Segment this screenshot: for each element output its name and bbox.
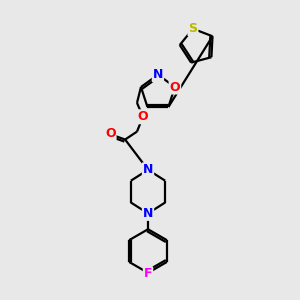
- Text: N: N: [143, 163, 153, 176]
- Text: O: O: [169, 80, 180, 94]
- Text: S: S: [188, 22, 197, 35]
- Text: F: F: [144, 267, 152, 280]
- Text: O: O: [105, 127, 116, 140]
- Text: N: N: [143, 207, 153, 220]
- Text: N: N: [153, 68, 163, 81]
- Text: O: O: [138, 110, 148, 123]
